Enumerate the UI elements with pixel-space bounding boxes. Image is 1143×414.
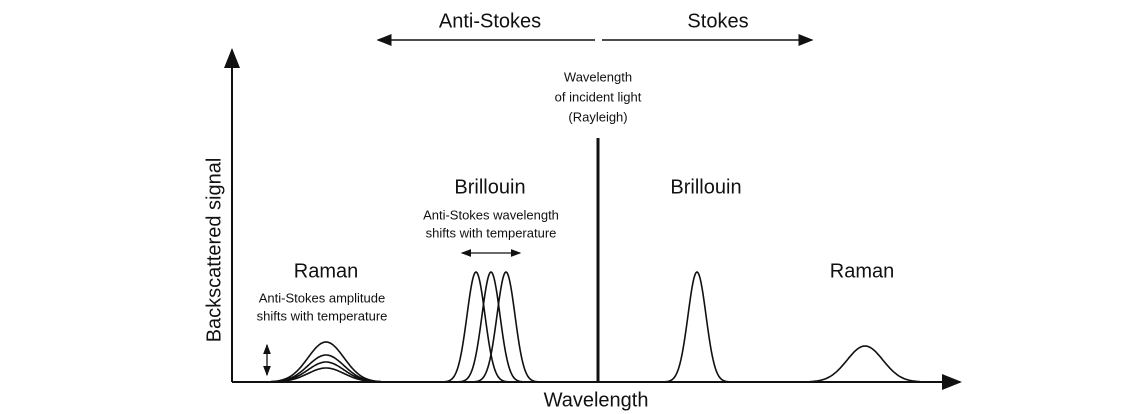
brillouin-label: Brillouin xyxy=(670,176,741,198)
raman-note: Anti-Stokes amplitude xyxy=(259,290,385,305)
y-axis-label: Backscattered signal xyxy=(203,158,225,343)
brillouin-note: Anti-Stokes wavelength xyxy=(423,207,559,222)
raman-peak xyxy=(271,341,381,383)
x-axis-label: Wavelength xyxy=(544,389,649,411)
brillouin-peak xyxy=(458,271,524,383)
raman-note: shifts with temperature xyxy=(257,308,388,323)
rayleigh-text: of incident light xyxy=(555,89,642,104)
stokes-label: Stokes xyxy=(687,10,748,32)
brillouin-peak xyxy=(473,271,539,383)
anti-stokes-label: Anti-Stokes xyxy=(439,10,541,32)
rayleigh-text: (Rayleigh) xyxy=(568,109,627,124)
brillouin-label: Brillouin xyxy=(454,176,525,198)
brillouin-peak xyxy=(443,271,509,383)
raman-peak xyxy=(271,354,381,383)
raman-peak xyxy=(809,345,921,383)
rayleigh-text: Wavelength xyxy=(564,69,632,84)
raman-label: Raman xyxy=(830,260,894,282)
brillouin-note: shifts with temperature xyxy=(426,225,557,240)
raman-peak xyxy=(270,367,382,383)
brillouin-peak xyxy=(664,271,730,383)
raman-label: Raman xyxy=(294,260,358,282)
